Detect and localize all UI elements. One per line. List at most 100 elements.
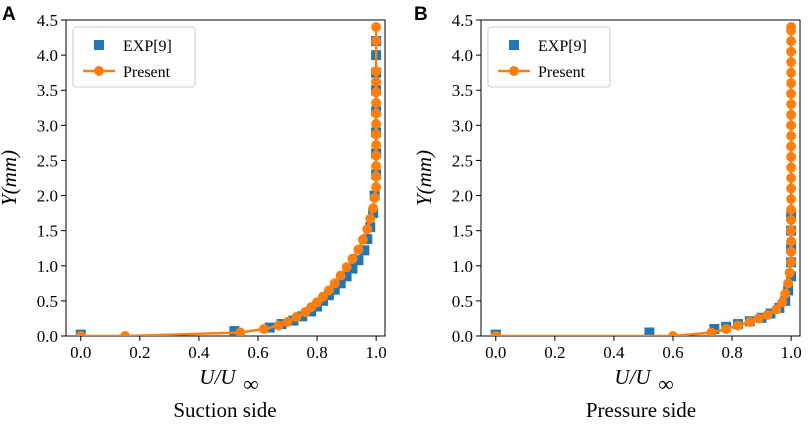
present-point xyxy=(784,267,795,278)
y-tick-label: 1.0 xyxy=(37,257,58,276)
y-tick-label: 2.5 xyxy=(452,151,473,170)
present-point xyxy=(786,194,797,205)
x-tick-label: 0.4 xyxy=(603,343,625,362)
y-tick-label: 1.5 xyxy=(452,222,473,241)
present-point xyxy=(706,327,717,336)
present-point xyxy=(786,109,797,120)
exp-point xyxy=(341,271,352,282)
panel-letter: A xyxy=(2,4,16,25)
present-point xyxy=(786,22,797,33)
y-tick-label: 4.5 xyxy=(452,11,473,30)
panel-caption: Suction side xyxy=(173,398,276,422)
present-point xyxy=(368,203,379,214)
exp-point xyxy=(353,255,364,266)
present-point xyxy=(273,320,284,331)
present-point xyxy=(347,253,358,264)
present-point xyxy=(75,331,86,336)
present-point xyxy=(120,331,131,336)
present-point xyxy=(371,171,382,182)
x-tick-label: 0.0 xyxy=(70,343,91,362)
y-axis-label: Y(mm) xyxy=(412,150,436,206)
present-point xyxy=(371,22,382,33)
exp-point xyxy=(335,278,346,289)
present-point xyxy=(357,234,368,245)
x-tick-label: 0.2 xyxy=(129,343,150,362)
y-tick-label: 2.5 xyxy=(37,151,58,170)
x-axis-label: U/U xyxy=(614,365,652,389)
x-tick-label: 0.8 xyxy=(306,343,327,362)
exp-point xyxy=(297,311,308,322)
present-point xyxy=(786,99,797,110)
present-point xyxy=(490,331,501,336)
y-tick-label: 4.0 xyxy=(37,46,58,65)
present-point xyxy=(291,312,302,323)
x-axis-label: U/U xyxy=(199,365,237,389)
present-point xyxy=(371,66,382,77)
present-point xyxy=(371,139,382,150)
exp-point xyxy=(644,327,655,336)
y-tick-label: 2.0 xyxy=(452,187,473,206)
y-tick-label: 0.5 xyxy=(452,292,473,311)
present-point xyxy=(786,78,797,89)
present-point xyxy=(786,57,797,68)
series-present xyxy=(75,22,382,336)
x-tick-label: 0.4 xyxy=(188,343,210,362)
panel-suction-side: A 0.0 0.2 0.4 0.6 0.8 1.0 0.0 0.5 1.0 1.5 2.0 2.5 3.0… xyxy=(0,4,387,422)
present-point xyxy=(786,257,797,268)
present-point xyxy=(258,323,269,334)
panel-caption: Pressure side xyxy=(586,398,696,422)
y-tick-label: 2.0 xyxy=(37,187,58,206)
present-point xyxy=(744,316,755,327)
present-point xyxy=(667,331,678,336)
present-point xyxy=(786,225,797,236)
present-point xyxy=(753,313,764,324)
present-point xyxy=(771,304,782,315)
present-point xyxy=(317,291,328,302)
x-tick-label: 0.2 xyxy=(544,343,565,362)
present-point xyxy=(786,246,797,257)
present-point xyxy=(235,327,246,336)
plot-frame xyxy=(65,19,386,337)
present-point xyxy=(786,88,797,99)
plot-area xyxy=(490,22,797,336)
legend-present-marker xyxy=(509,66,519,76)
present-point xyxy=(777,297,788,308)
present-point xyxy=(786,141,797,152)
x-tick-label: 0.8 xyxy=(721,343,742,362)
y-tick-label: 3.5 xyxy=(452,81,473,100)
legend-exp-marker xyxy=(94,40,104,50)
y-tick-label: 3.5 xyxy=(37,81,58,100)
present-point xyxy=(786,67,797,78)
present-point xyxy=(786,120,797,131)
x-axis-label-subscript: ∞ xyxy=(659,372,674,396)
exp-point xyxy=(359,245,370,256)
present-point xyxy=(786,162,797,173)
present-point xyxy=(362,224,373,235)
present-point xyxy=(335,270,346,281)
present-point xyxy=(353,244,364,255)
x-tick-label: 0.6 xyxy=(662,343,683,362)
present-point xyxy=(323,285,334,296)
present-point xyxy=(786,236,797,247)
panel-letter: B xyxy=(414,4,428,25)
y-tick-label: 0.0 xyxy=(37,327,58,346)
present-point xyxy=(786,46,797,57)
legend: EXP[9] Present xyxy=(72,26,196,88)
y-axis-label: Y(mm) xyxy=(0,150,21,206)
x-axis-label-subscript: ∞ xyxy=(244,372,259,396)
y-tick-label: 0.5 xyxy=(37,292,58,311)
legend-present-label: Present xyxy=(538,64,586,81)
present-point xyxy=(369,192,380,203)
legend-present-marker xyxy=(94,66,104,76)
present-point xyxy=(329,278,340,289)
present-point xyxy=(732,320,743,331)
present-point xyxy=(786,130,797,141)
present-point xyxy=(371,97,382,108)
present-point xyxy=(786,173,797,183)
y-tick-label: 1.0 xyxy=(452,257,473,276)
x-tick-label: 1.0 xyxy=(781,343,802,362)
present-point xyxy=(371,36,382,47)
present-point xyxy=(282,316,293,327)
y-tick-label: 4.0 xyxy=(452,46,473,65)
